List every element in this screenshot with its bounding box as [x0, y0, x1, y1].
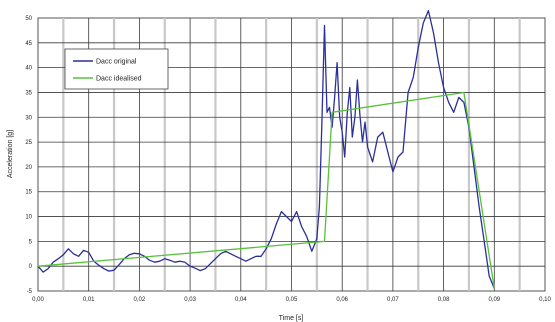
x-tick-label: 0,00 [32, 297, 44, 303]
x-tick-label: 0,07 [387, 297, 399, 303]
legend-label-idealised: Dacc idealised [96, 76, 142, 83]
x-tick-label: 0,09 [488, 297, 500, 303]
y-tick-label: 45 [25, 41, 32, 47]
y-tick-label: 5 [29, 239, 33, 245]
y-tick-label: -5 [27, 289, 33, 295]
x-tick-labels: 0,00 0,01 0,02 0,03 0,04 0,05 0,06 0,07 0,08 0,09… [32, 297, 551, 303]
x-tick-label: 0,02 [134, 297, 146, 303]
x-tick-label: 0,05 [286, 297, 298, 303]
series-line-idealised [37, 91, 495, 289]
series-line-original [37, 9, 495, 289]
legend-box [64, 48, 169, 90]
y-tick-label: 25 [25, 140, 32, 146]
legend-label-original: Dacc original [96, 59, 137, 66]
y-tick-label: 30 [25, 115, 32, 121]
x-tick-label: 0,06 [336, 297, 348, 303]
y-axis-title: Acceleration [g] [7, 130, 14, 178]
x-tick-label: 0,10 [539, 297, 551, 303]
x-axis-title: Time [s] [279, 315, 304, 322]
y-tick-label: 20 [25, 165, 32, 171]
y-tick-label: 50 [25, 16, 32, 22]
y-tick-label: 10 [25, 215, 32, 221]
y-tick-labels: -5 0 5 10 15 20 25 30 35 40 45 50 [25, 16, 32, 295]
x-tick-label: 0,03 [184, 297, 196, 303]
y-tick-label: 0 [29, 264, 33, 270]
y-tick-label: 15 [25, 190, 32, 196]
legend: Dacc original Dacc idealised [64, 48, 169, 90]
x-tick-label: 0,01 [83, 297, 95, 303]
x-tick-label: 0,04 [235, 297, 247, 303]
series-layer [37, 9, 495, 289]
y-tick-label: 35 [25, 90, 32, 96]
y-tick-label: 40 [25, 66, 32, 72]
x-tick-label: 0,08 [438, 297, 450, 303]
gridlines [38, 18, 545, 291]
